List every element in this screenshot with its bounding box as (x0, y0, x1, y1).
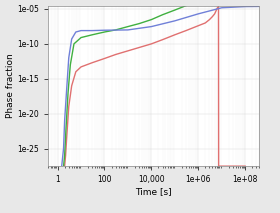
X-axis label: Time [s]: Time [s] (136, 187, 172, 196)
Y-axis label: Phase fraction: Phase fraction (6, 53, 15, 118)
